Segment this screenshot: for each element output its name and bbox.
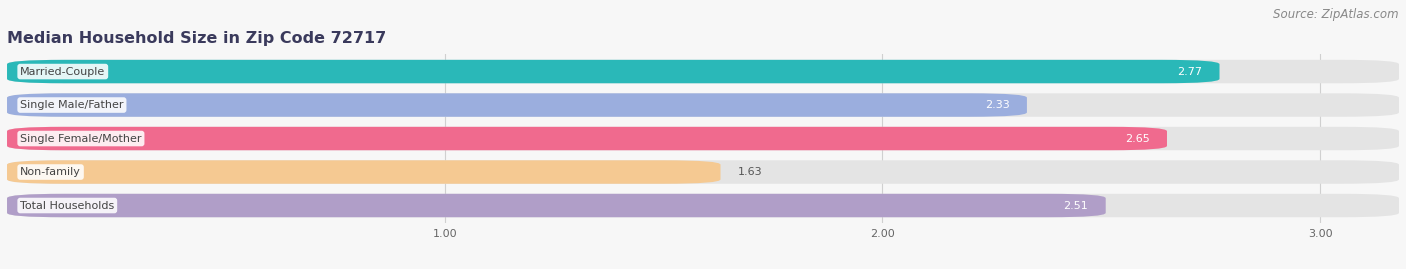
Text: Total Households: Total Households [20,200,114,211]
FancyBboxPatch shape [7,194,1399,217]
Text: 2.65: 2.65 [1125,133,1150,144]
FancyBboxPatch shape [7,60,1399,83]
Text: 2.51: 2.51 [1063,200,1088,211]
FancyBboxPatch shape [7,127,1399,150]
Text: Non-family: Non-family [20,167,82,177]
FancyBboxPatch shape [7,60,1219,83]
Text: 2.77: 2.77 [1177,66,1202,77]
Text: Median Household Size in Zip Code 72717: Median Household Size in Zip Code 72717 [7,31,387,46]
Text: 2.33: 2.33 [984,100,1010,110]
FancyBboxPatch shape [7,194,1105,217]
Text: Source: ZipAtlas.com: Source: ZipAtlas.com [1274,8,1399,21]
FancyBboxPatch shape [7,93,1399,117]
FancyBboxPatch shape [7,127,1167,150]
FancyBboxPatch shape [7,160,1399,184]
Text: Married-Couple: Married-Couple [20,66,105,77]
Text: 1.63: 1.63 [738,167,762,177]
FancyBboxPatch shape [7,160,720,184]
Text: Single Male/Father: Single Male/Father [20,100,124,110]
FancyBboxPatch shape [7,93,1026,117]
Text: Single Female/Mother: Single Female/Mother [20,133,142,144]
